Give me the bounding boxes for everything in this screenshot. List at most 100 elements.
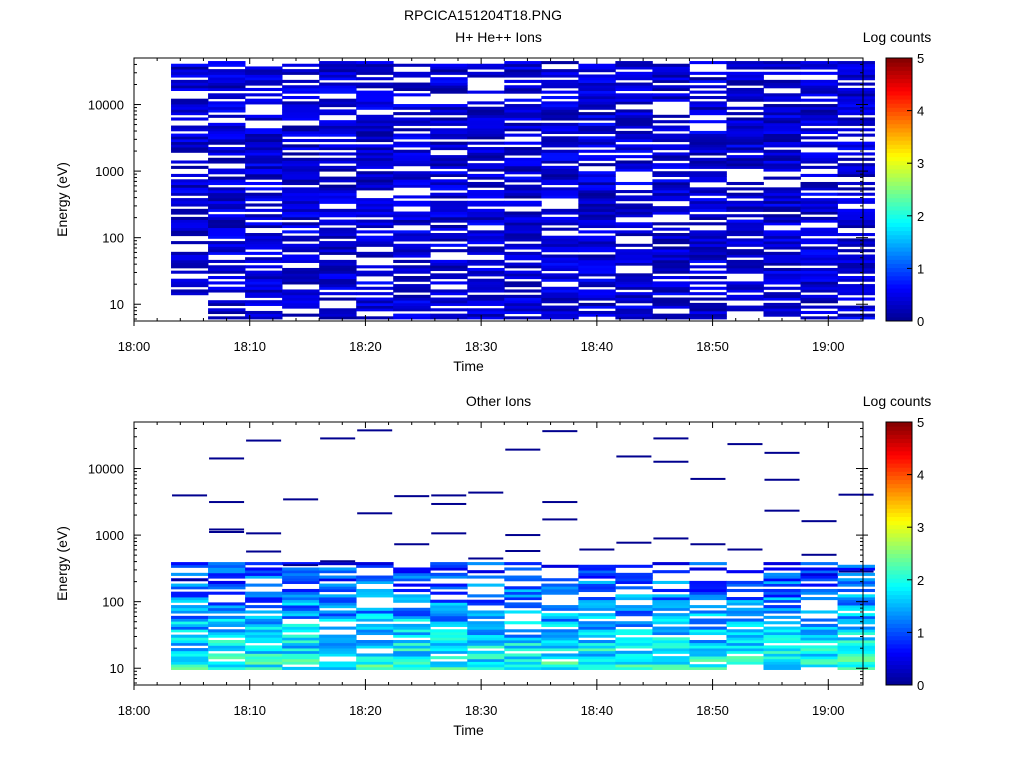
heatmap-cell: [282, 125, 320, 129]
heatmap-cell: [282, 168, 320, 172]
heatmap-cell: [800, 257, 838, 261]
heatmap-cell: [726, 640, 764, 644]
heatmap-cell: [541, 179, 579, 183]
heatmap-cell: [689, 626, 727, 630]
heatmap-cell: [171, 583, 209, 587]
heatmap-cell: [615, 310, 653, 315]
heatmap-cell: [319, 112, 357, 116]
heatmap-cell: [282, 190, 320, 194]
heatmap-cell: [615, 259, 653, 263]
heatmap-cell: [763, 233, 801, 237]
heatmap-cell: [430, 216, 468, 220]
heatmap-cell: [504, 179, 542, 183]
heatmap-cell: [763, 650, 801, 654]
heatmap-cell: [504, 316, 542, 320]
heatmap-cell: [541, 653, 579, 657]
heatmap-cell: [800, 273, 838, 277]
heatmap-cell: [171, 71, 209, 75]
heatmap-cell: [726, 63, 764, 67]
heatmap-cell: [689, 586, 727, 590]
heatmap-cell: [393, 650, 431, 654]
heatmap-cell: [726, 602, 764, 606]
heatmap-line: [431, 502, 467, 505]
heatmap-cell: [689, 160, 727, 164]
heatmap-cell: [282, 235, 320, 239]
heatmap-cell: [578, 149, 616, 153]
heatmap-cell: [282, 648, 320, 652]
heatmap-cell: [393, 567, 431, 571]
heatmap-cell: [430, 136, 468, 140]
heatmap-cell: [282, 597, 320, 601]
heatmap-cell: [726, 125, 764, 129]
heatmap-cell: [689, 208, 727, 212]
heatmap-cell: [393, 155, 431, 159]
heatmap-cell: [245, 575, 283, 579]
heatmap-cell: [356, 618, 394, 622]
heatmap-cell: [541, 313, 579, 317]
heatmap-cell: [245, 270, 283, 274]
heatmap-cell: [245, 133, 283, 137]
heatmap-cell: [800, 152, 838, 156]
heatmap-cell: [504, 605, 542, 609]
heatmap-cell: [504, 567, 542, 571]
heatmap-cell: [652, 138, 690, 143]
heatmap-cell: [652, 125, 690, 129]
heatmap-line: [505, 534, 541, 537]
heatmap-cell: [615, 578, 653, 582]
heatmap-cell: [689, 650, 727, 654]
heatmap-cell: [726, 206, 764, 210]
heatmap-cell: [171, 74, 209, 78]
colorbar-segment: [886, 168, 912, 174]
colorbar-segment: [886, 160, 912, 166]
heatmap-cell: [726, 130, 764, 134]
heatmap-cell: [837, 286, 875, 290]
heatmap-cell: [393, 640, 431, 644]
heatmap-cell: [356, 157, 394, 161]
heatmap-cell: [245, 594, 283, 598]
heatmap-cell: [319, 562, 357, 566]
heatmap-cell: [837, 316, 875, 320]
heatmap-cell: [356, 211, 394, 215]
heatmap-cell: [541, 666, 579, 670]
heatmap-cell: [837, 305, 875, 309]
heatmap-cell: [615, 130, 653, 134]
heatmap-cell: [208, 85, 246, 89]
colorbar-segment: [886, 450, 912, 456]
heatmap-cell: [171, 106, 209, 110]
heatmap-cell: [356, 238, 394, 242]
heatmap-cell: [282, 176, 320, 180]
heatmap-cell: [393, 278, 431, 282]
heatmap-cell: [467, 284, 505, 288]
heatmap-cell: [430, 273, 468, 277]
heatmap-cell: [504, 642, 542, 646]
heatmap-cell: [171, 629, 209, 633]
heatmap-cell: [171, 187, 209, 191]
heatmap-cell: [430, 281, 468, 285]
colorbar-segment: [886, 615, 912, 620]
heatmap-cell: [467, 308, 505, 312]
heatmap-cell: [652, 208, 690, 212]
heatmap-cell: [504, 273, 542, 277]
heatmap-cell: [393, 613, 431, 617]
heatmap-cell: [356, 224, 394, 229]
heatmap-cell: [171, 564, 209, 568]
heatmap-cell: [800, 230, 838, 234]
heatmap-cell: [356, 658, 394, 662]
heatmap-cell: [282, 214, 320, 218]
heatmap-cell: [800, 572, 838, 576]
heatmap-cell: [615, 262, 653, 266]
heatmap-cell: [467, 623, 505, 627]
heatmap-cell: [282, 294, 320, 298]
heatmap-cell: [837, 243, 875, 247]
heatmap-cell: [800, 216, 838, 220]
heatmap-cell: [430, 147, 468, 151]
heatmap-cell: [393, 219, 431, 223]
heatmap-cell: [208, 122, 246, 126]
heatmap-cell: [245, 623, 283, 627]
heatmap-cell: [652, 626, 690, 630]
heatmap-cell: [356, 187, 394, 191]
heatmap-cell: [689, 605, 727, 609]
heatmap-cell: [541, 79, 579, 83]
